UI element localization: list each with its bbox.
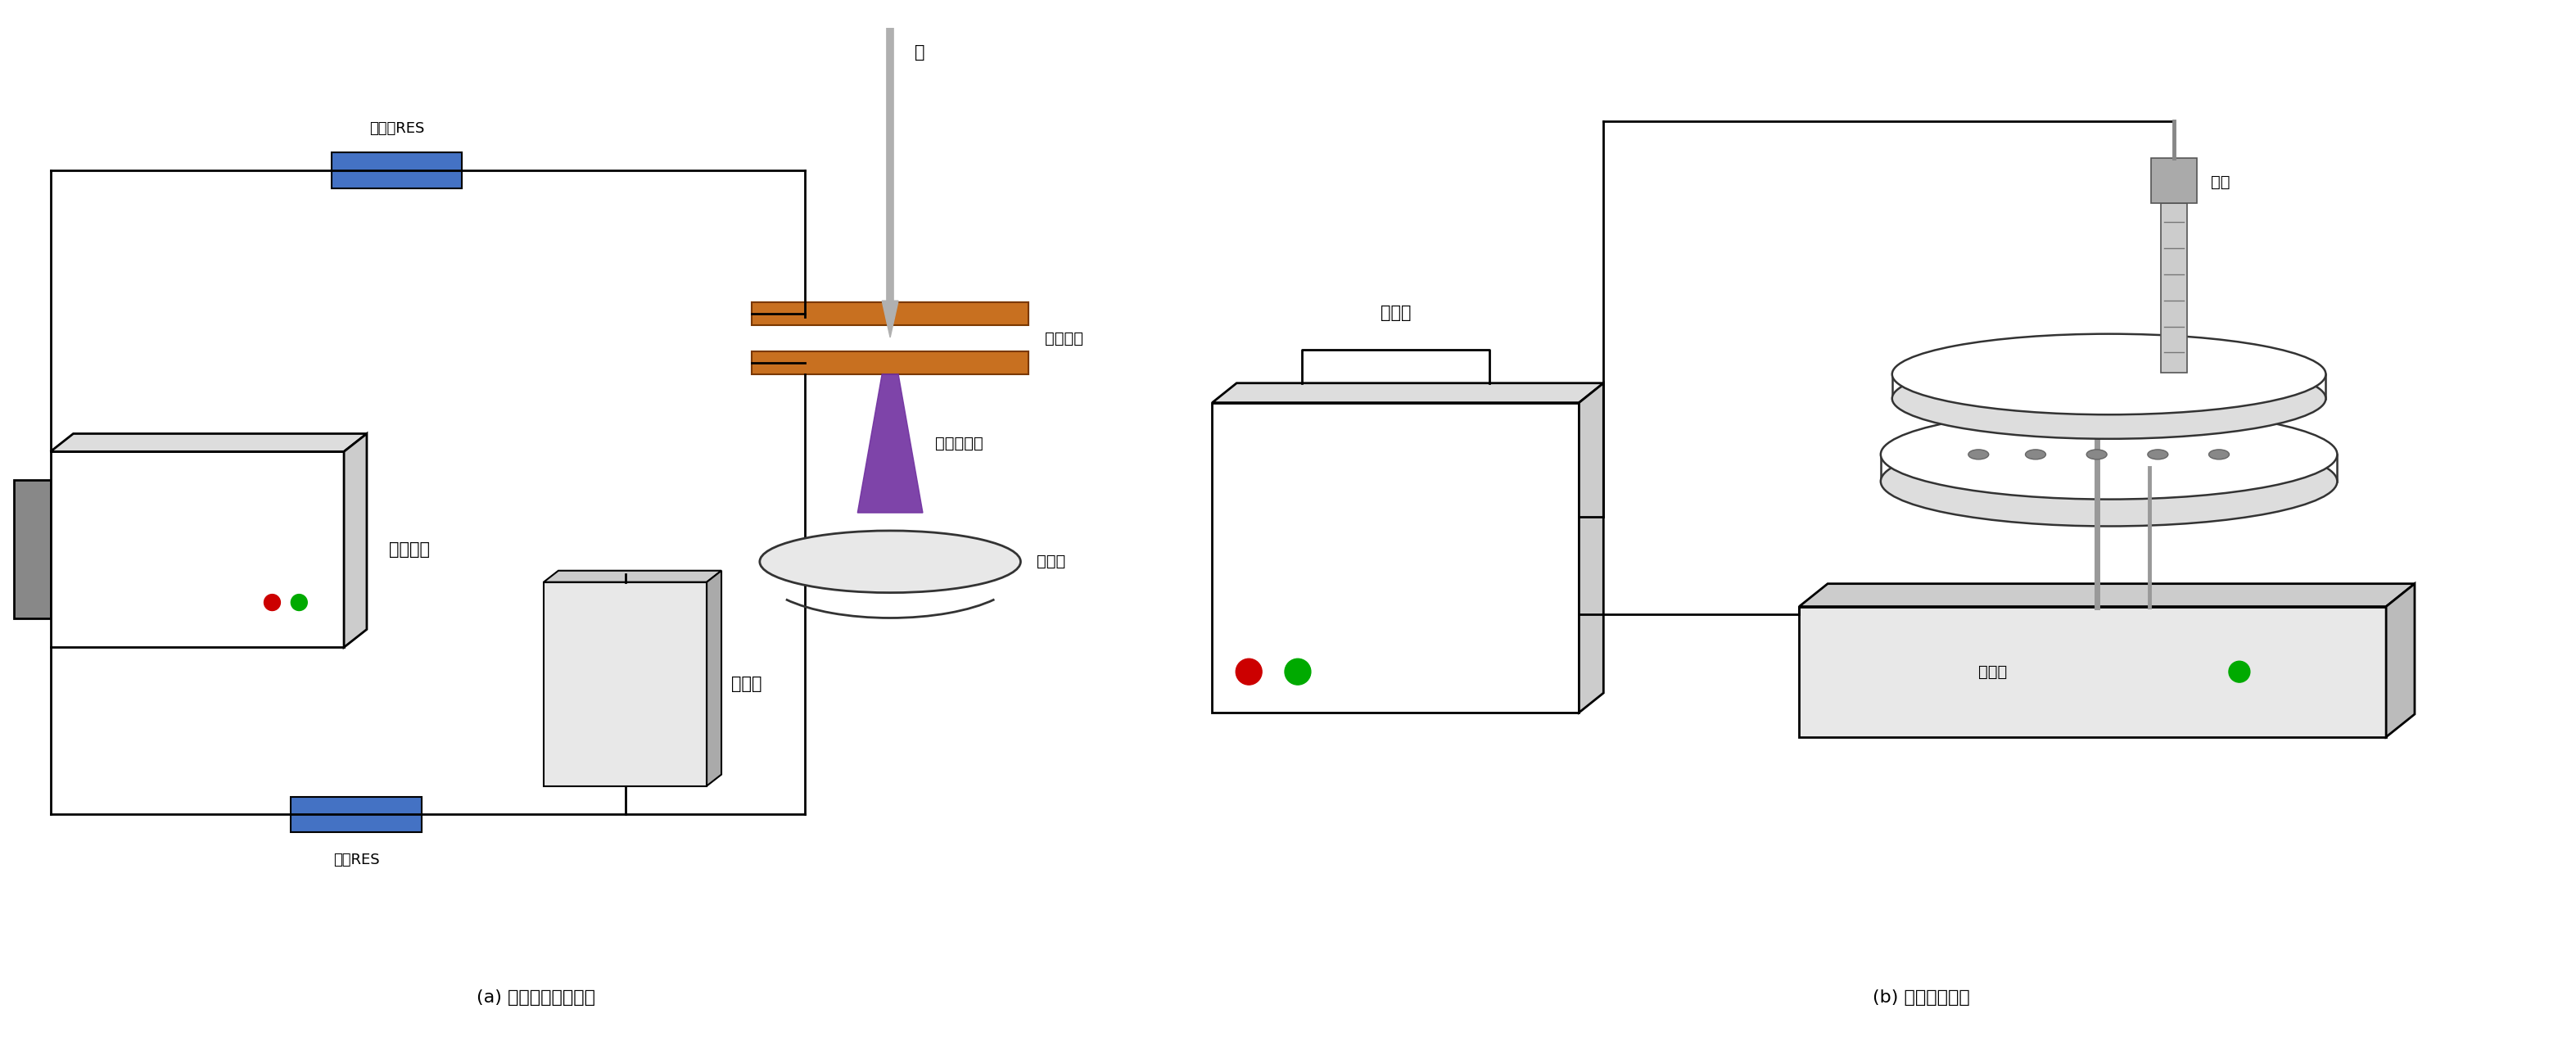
FancyBboxPatch shape (544, 582, 706, 786)
Text: 检验RES: 检验RES (332, 853, 379, 867)
FancyBboxPatch shape (52, 452, 345, 648)
FancyBboxPatch shape (2277, 635, 2329, 709)
FancyBboxPatch shape (554, 690, 590, 720)
Polygon shape (706, 570, 721, 786)
Text: 万用表: 万用表 (732, 676, 762, 692)
FancyBboxPatch shape (1798, 607, 2385, 737)
Polygon shape (345, 434, 366, 648)
Text: 反应器: 反应器 (1978, 664, 2007, 680)
FancyBboxPatch shape (603, 690, 639, 720)
Ellipse shape (2208, 450, 2228, 459)
Text: 控制器: 控制器 (1381, 305, 1412, 322)
FancyBboxPatch shape (1213, 403, 1579, 712)
Polygon shape (52, 434, 366, 452)
Ellipse shape (760, 531, 1020, 592)
FancyBboxPatch shape (2161, 203, 2187, 373)
FancyBboxPatch shape (157, 484, 227, 541)
FancyBboxPatch shape (752, 302, 1028, 325)
Ellipse shape (2025, 450, 2045, 459)
Circle shape (265, 594, 281, 611)
Ellipse shape (1880, 409, 2336, 500)
Ellipse shape (1893, 334, 2326, 414)
Ellipse shape (1893, 358, 2326, 439)
Text: 等离子射流: 等离子射流 (935, 435, 984, 451)
Polygon shape (1798, 584, 2414, 607)
FancyBboxPatch shape (551, 599, 698, 656)
FancyBboxPatch shape (1458, 513, 1535, 590)
FancyBboxPatch shape (258, 476, 319, 574)
Polygon shape (881, 301, 899, 337)
Polygon shape (2385, 584, 2414, 737)
FancyBboxPatch shape (1340, 443, 1417, 541)
FancyBboxPatch shape (2151, 158, 2197, 203)
FancyBboxPatch shape (1236, 443, 1314, 541)
Polygon shape (1579, 383, 1602, 712)
Polygon shape (858, 374, 922, 513)
Circle shape (291, 594, 307, 611)
Ellipse shape (1968, 450, 1989, 459)
FancyBboxPatch shape (652, 690, 688, 720)
FancyBboxPatch shape (291, 796, 422, 833)
FancyBboxPatch shape (72, 484, 139, 541)
FancyBboxPatch shape (603, 735, 639, 765)
Text: 氙灯: 氙灯 (2210, 175, 2231, 191)
FancyBboxPatch shape (554, 735, 590, 765)
Circle shape (1285, 659, 1311, 685)
Ellipse shape (2087, 450, 2107, 459)
Ellipse shape (2148, 450, 2169, 459)
Circle shape (2228, 661, 2249, 682)
Text: 反应器: 反应器 (1038, 554, 1066, 569)
Text: 阴极循环: 阴极循环 (1046, 330, 1084, 346)
FancyBboxPatch shape (270, 505, 307, 562)
FancyBboxPatch shape (332, 152, 461, 188)
Text: 镇流器RES: 镇流器RES (368, 121, 425, 136)
FancyBboxPatch shape (13, 480, 52, 618)
Polygon shape (544, 570, 721, 582)
FancyBboxPatch shape (1437, 427, 1558, 639)
FancyBboxPatch shape (652, 735, 688, 765)
Text: (a) 辉光放电等离子体: (a) 辉光放电等离子体 (477, 990, 595, 1007)
Ellipse shape (1880, 436, 2336, 526)
Text: 稳电压源: 稳电压源 (389, 541, 430, 558)
Circle shape (1236, 659, 1262, 685)
FancyBboxPatch shape (752, 351, 1028, 374)
Text: (b) 光化学反应仪: (b) 光化学反应仪 (1873, 990, 1971, 1007)
Text: 针: 针 (914, 44, 925, 60)
Polygon shape (1213, 383, 1602, 403)
